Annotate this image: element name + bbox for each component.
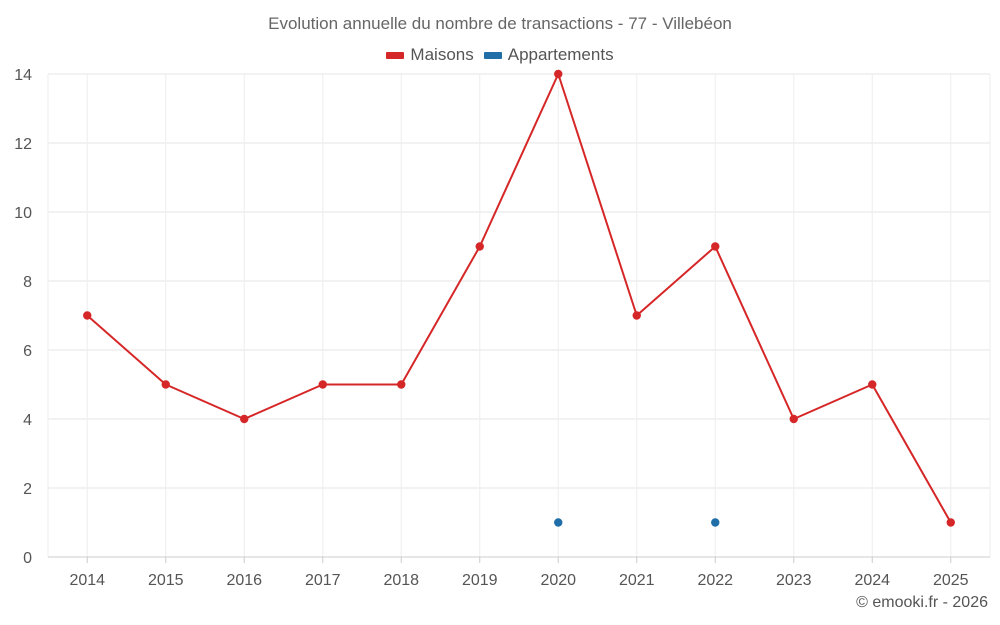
credit-text: © emooki.fr - 2026 [856, 594, 988, 611]
x-tick-label: 2025 [933, 572, 969, 589]
x-tick-label: 2024 [854, 572, 890, 589]
data-point-maisons[interactable] [83, 311, 92, 320]
data-point-maisons[interactable] [554, 69, 563, 79]
legend-label-appartements: Appartements [507, 45, 614, 64]
x-tick-label: 2020 [540, 572, 576, 589]
y-tick-label: 10 [14, 205, 32, 222]
data-point-maisons[interactable] [240, 414, 249, 424]
y-tick-label: 4 [23, 412, 32, 429]
x-tick-label: 2022 [697, 572, 733, 589]
data-point-appartements[interactable] [711, 518, 720, 527]
data-point-maisons[interactable] [318, 380, 327, 389]
series-line-maisons [86, 73, 952, 523]
y-tick-label: 14 [14, 67, 32, 84]
chart-title: Evolution annuelle du nombre de transact… [268, 14, 732, 33]
axes: 0 2 4 6 8 10 12 14 2014 2015 2016 2017 2018 2019 2020 2… [14, 67, 990, 589]
x-tick-label: 2023 [776, 572, 812, 589]
x-tick-label: 2021 [619, 572, 655, 589]
gridlines [47, 73, 991, 557]
legend-label-maisons: Maisons [410, 45, 474, 64]
y-tick-label: 2 [23, 481, 32, 498]
x-tick-label: 2016 [226, 572, 262, 589]
y-tick-label: 6 [23, 343, 32, 360]
data-point-maisons[interactable] [711, 242, 720, 251]
legend: Maisons Appartements [0, 45, 1000, 65]
series-layer [83, 69, 955, 527]
x-tick-label: 2018 [383, 572, 419, 589]
legend-item-maisons[interactable]: Maisons [386, 45, 474, 65]
legend-item-appartements[interactable]: Appartements [483, 45, 614, 65]
data-point-maisons[interactable] [475, 242, 484, 251]
legend-swatch-appartements [483, 51, 502, 59]
y-tick-label: 0 [23, 550, 32, 567]
data-point-maisons[interactable] [868, 380, 877, 389]
x-tick-label: 2019 [462, 572, 498, 589]
legend-swatch-maisons [386, 51, 405, 59]
x-tick-label: 2015 [148, 572, 184, 589]
data-point-maisons[interactable] [161, 380, 170, 389]
data-point-maisons[interactable] [946, 518, 955, 527]
data-point-maisons[interactable] [789, 414, 798, 424]
data-point-appartements[interactable] [554, 518, 563, 527]
data-point-maisons[interactable] [632, 311, 641, 320]
x-tick-label: 2014 [69, 572, 105, 589]
y-tick-label: 12 [14, 136, 32, 153]
x-tick-label: 2017 [305, 572, 341, 589]
data-point-maisons[interactable] [397, 380, 406, 389]
y-tick-label: 8 [23, 274, 32, 291]
